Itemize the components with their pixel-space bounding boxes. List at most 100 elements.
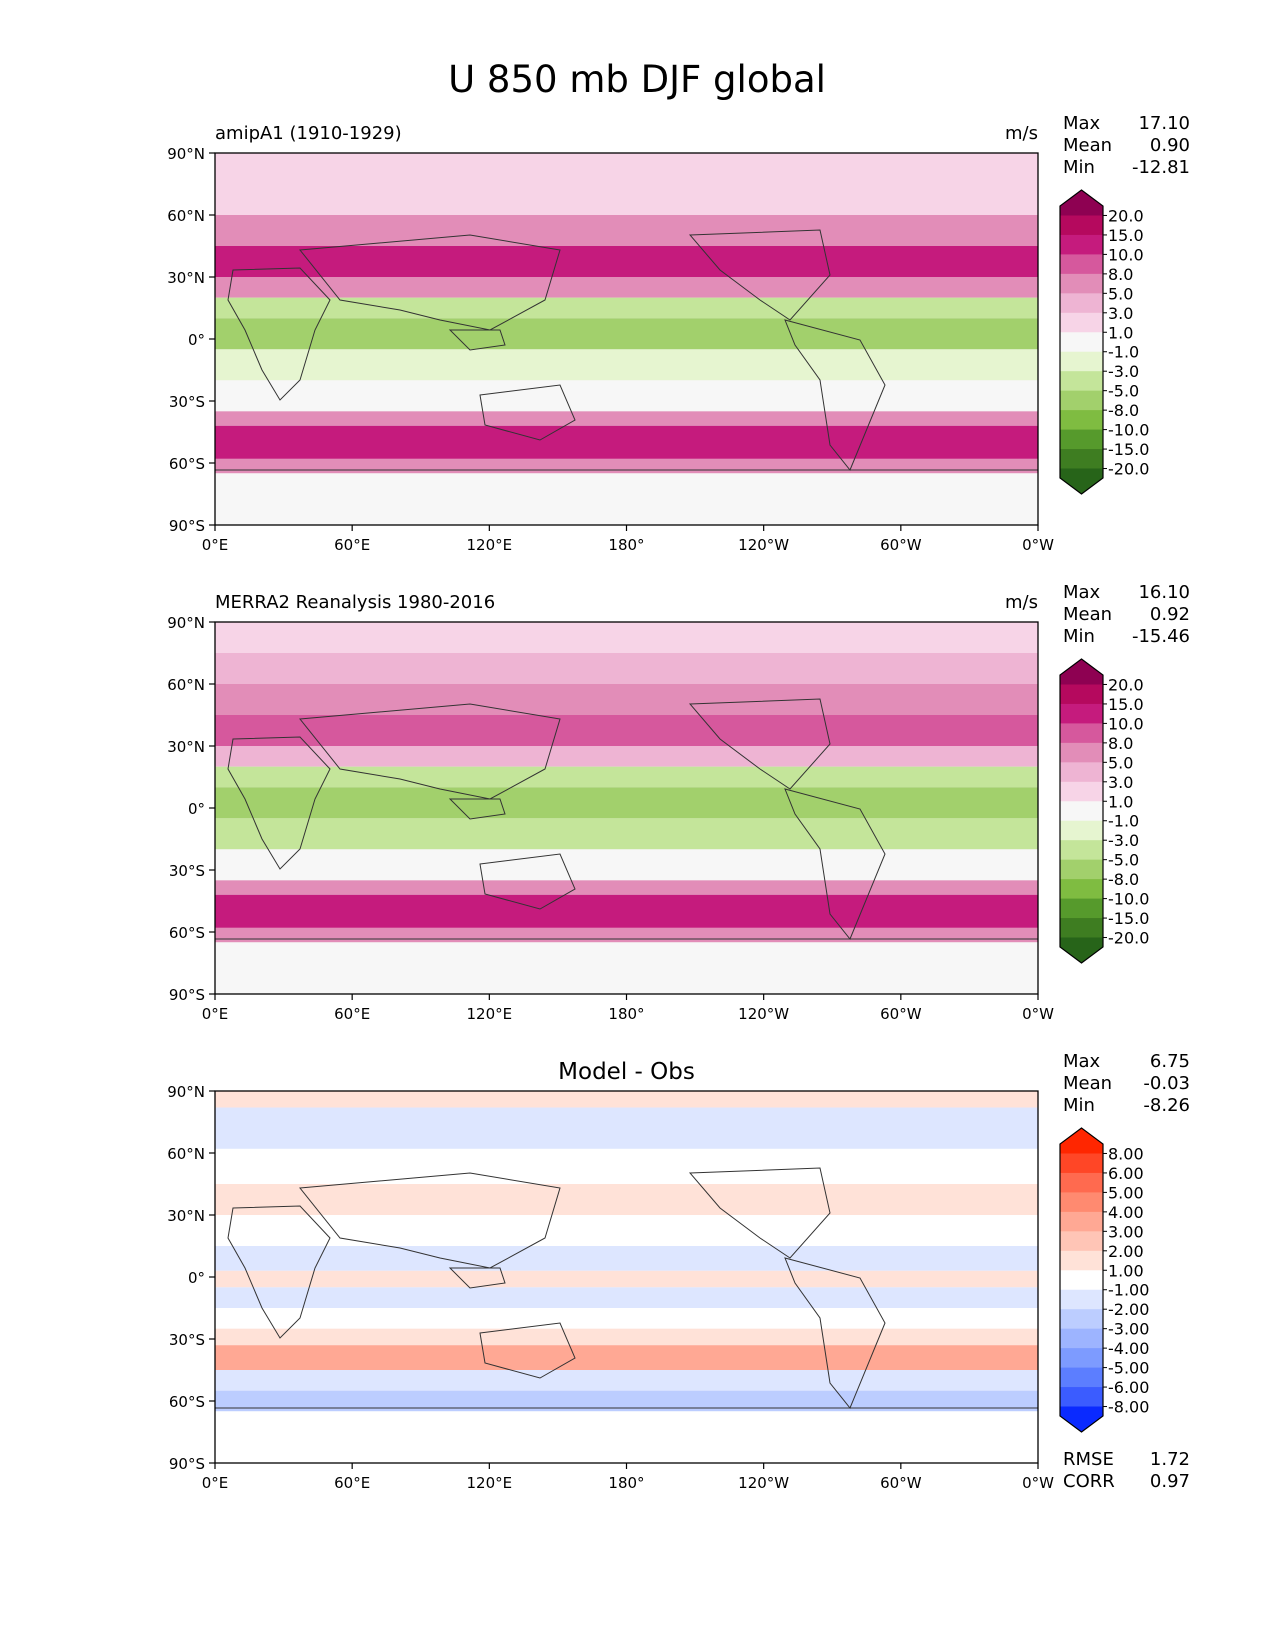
y-tick-label: 60°N bbox=[167, 676, 205, 694]
colorbar-segment bbox=[1060, 293, 1103, 314]
stat-value: 0.92 bbox=[1150, 604, 1190, 625]
field-band bbox=[215, 411, 1038, 426]
field-band bbox=[215, 1345, 1038, 1370]
field-band bbox=[215, 380, 1038, 412]
metric-value: 1.72 bbox=[1150, 1449, 1190, 1470]
colorbar-segment bbox=[1060, 1192, 1103, 1213]
x-tick-label: 60°E bbox=[334, 1474, 370, 1492]
coastline bbox=[227, 1205, 331, 1339]
field-band bbox=[215, 894, 1038, 928]
colorbar-tick-label: -8.0 bbox=[1108, 401, 1139, 420]
colorbar-segment bbox=[1060, 215, 1103, 236]
colorbar-tick-label: 5.0 bbox=[1108, 753, 1133, 772]
colorbar-tick-label: 6.00 bbox=[1108, 1164, 1144, 1183]
colorbar-tick-label: -10.0 bbox=[1108, 421, 1149, 440]
metric-label: CORR bbox=[1063, 1471, 1115, 1492]
panel-amipA1: 90°N 60°N 30°N 0° 30°S 60°S 90°S0°E 60°E 120°E 18… bbox=[167, 113, 1190, 554]
field-band bbox=[215, 880, 1038, 895]
colorbar-tick-label: -20.0 bbox=[1108, 460, 1149, 479]
colorbar-segment bbox=[1060, 1367, 1103, 1388]
colorbar-tick-label: -3.0 bbox=[1108, 831, 1139, 850]
stat-label: Min bbox=[1063, 157, 1095, 178]
field-band bbox=[215, 215, 1038, 246]
field-band bbox=[215, 653, 1038, 684]
colorbar-tick-label: 20.0 bbox=[1108, 206, 1144, 225]
y-tick-label: 90°N bbox=[167, 1083, 205, 1101]
colorbar-segment bbox=[1060, 762, 1103, 783]
colorbar-extend-top bbox=[1060, 190, 1103, 216]
colorbar-tick-label: 15.0 bbox=[1108, 695, 1144, 714]
colorbar-segment bbox=[1060, 859, 1103, 880]
x-tick-label: 0°W bbox=[1022, 1474, 1054, 1492]
panel-title: Model - Obs bbox=[558, 1059, 695, 1085]
field-band bbox=[215, 425, 1038, 459]
stat-label: Min bbox=[1063, 626, 1095, 647]
colorbar-segment bbox=[1060, 723, 1103, 744]
field-band bbox=[215, 184, 1038, 215]
field-band bbox=[215, 1107, 1038, 1149]
colorbar-segment bbox=[1060, 1172, 1103, 1193]
colorbar-segment bbox=[1060, 684, 1103, 705]
x-tick-label: 180° bbox=[608, 1005, 644, 1023]
field-band bbox=[215, 246, 1038, 277]
metric-value: 0.97 bbox=[1150, 1471, 1190, 1492]
colorbar-tick-label: -10.0 bbox=[1108, 890, 1149, 909]
field-band bbox=[215, 927, 1038, 943]
field-band bbox=[215, 1148, 1038, 1184]
coastline bbox=[227, 736, 331, 870]
colorbar-tick-label: -5.0 bbox=[1108, 851, 1139, 870]
colorbar-segment bbox=[1060, 371, 1103, 392]
colorbar-tick-label: 8.0 bbox=[1108, 265, 1133, 284]
y-tick-label: 60°S bbox=[169, 924, 205, 942]
colorbar-tick-label: 2.00 bbox=[1108, 1242, 1144, 1261]
field-band bbox=[215, 746, 1038, 767]
stat-value: -12.81 bbox=[1132, 157, 1190, 178]
colorbar-tick-label: 3.0 bbox=[1108, 773, 1133, 792]
field-band bbox=[215, 1411, 1038, 1463]
colorbar-segment bbox=[1060, 351, 1103, 372]
x-tick-label: 0°E bbox=[202, 1474, 229, 1492]
colorbar-segment bbox=[1060, 801, 1103, 822]
colorbar-tick-label: -8.00 bbox=[1108, 1398, 1149, 1417]
colorbar-segment bbox=[1060, 449, 1103, 470]
colorbar-extend-top bbox=[1060, 659, 1103, 685]
colorbar-tick-label: 5.0 bbox=[1108, 284, 1133, 303]
colorbar-tick-label: -3.00 bbox=[1108, 1320, 1149, 1339]
colorbar-segment bbox=[1060, 703, 1103, 724]
colorbar-tick-label: -4.00 bbox=[1108, 1339, 1149, 1358]
coastline bbox=[688, 698, 831, 790]
colorbar-segment bbox=[1060, 312, 1103, 333]
map-field bbox=[215, 622, 1038, 994]
colorbar-tick-label: 20.0 bbox=[1108, 675, 1144, 694]
x-tick-label: 120°W bbox=[738, 1474, 789, 1492]
y-tick-label: 90°S bbox=[169, 986, 205, 1004]
stat-label: Max bbox=[1063, 1051, 1101, 1072]
y-tick-label: 60°N bbox=[167, 207, 205, 225]
colorbar-segment bbox=[1060, 781, 1103, 802]
coastline bbox=[448, 1267, 506, 1289]
stat-label: Mean bbox=[1063, 135, 1112, 156]
colorbar-segment bbox=[1060, 898, 1103, 919]
field-band bbox=[215, 787, 1038, 819]
x-tick-label: 180° bbox=[608, 1474, 644, 1492]
x-tick-label: 180° bbox=[608, 536, 644, 554]
panel-model-minus-obs: 90°N 60°N 30°N 0° 30°S 60°S 90°S0°E 60°E 120°E 18… bbox=[167, 1051, 1190, 1492]
x-tick-label: 0°E bbox=[202, 1005, 229, 1023]
coastline bbox=[215, 469, 1038, 525]
colorbar-tick-label: -8.0 bbox=[1108, 870, 1139, 889]
field-band bbox=[215, 622, 1038, 653]
colorbar-segment bbox=[1060, 918, 1103, 939]
colorbar-segment bbox=[1060, 1387, 1103, 1408]
colorbar-outline bbox=[1059, 189, 1104, 495]
colorbar: 20.015.010.08.05.03.01.0-1.0-3.0-5.0-8.0… bbox=[1059, 658, 1149, 964]
field-band bbox=[215, 297, 1038, 319]
field-band bbox=[215, 1270, 1038, 1288]
stat-value: -0.03 bbox=[1143, 1073, 1190, 1094]
stat-value: 6.75 bbox=[1150, 1051, 1190, 1072]
coastline bbox=[479, 384, 576, 441]
panel-merra2: 90°N 60°N 30°N 0° 30°S 60°S 90°S0°E 60°E 120°E 18… bbox=[167, 582, 1190, 1023]
field-band bbox=[215, 1091, 1038, 1108]
colorbar-segment bbox=[1060, 429, 1103, 450]
colorbar-tick-label: 8.0 bbox=[1108, 734, 1133, 753]
panel-title: MERRA2 Reanalysis 1980-2016 bbox=[215, 592, 495, 613]
